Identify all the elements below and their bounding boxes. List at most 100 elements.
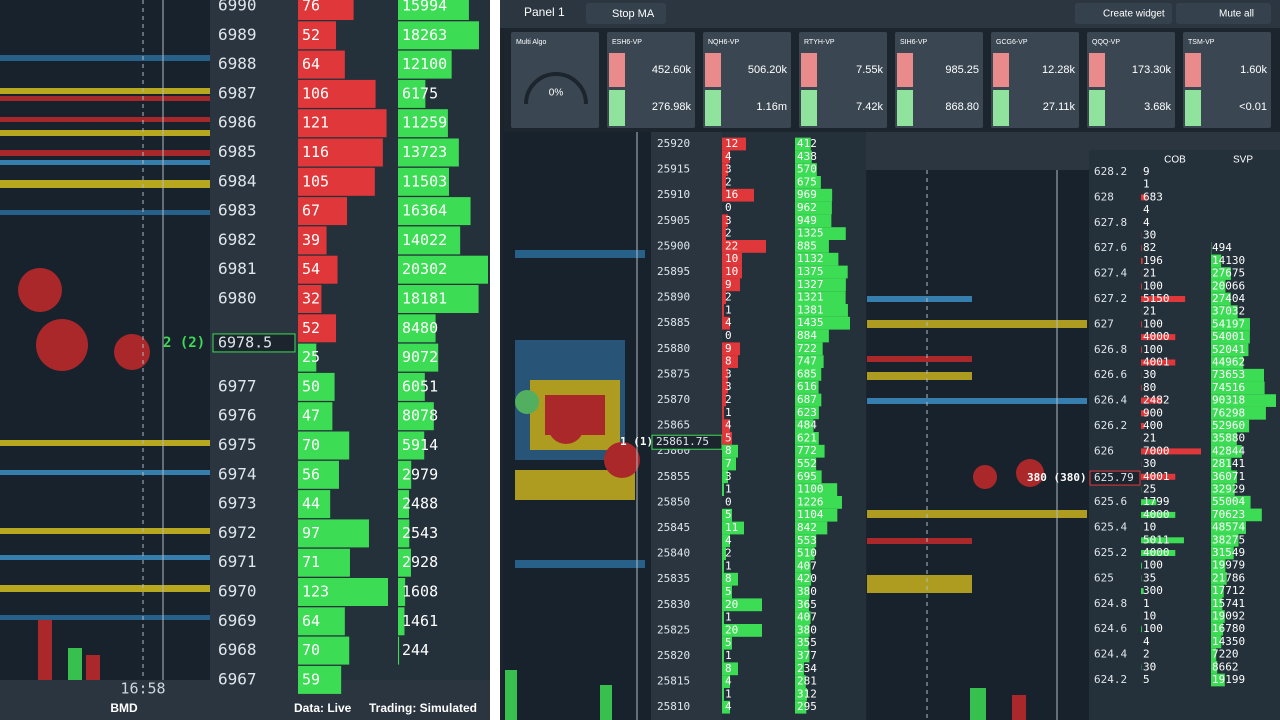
dom-volume: 312	[797, 687, 817, 700]
svp-bar	[1211, 572, 1227, 585]
cob-bar	[1141, 321, 1142, 328]
cob-label: 5	[1143, 673, 1150, 686]
dom-volume-bar	[795, 304, 848, 317]
widget[interactable]	[703, 32, 791, 128]
dom-size: 5	[725, 636, 732, 649]
chart-price: 626.2	[1094, 419, 1127, 432]
volume-bar	[398, 372, 425, 401]
price-label: 6989	[218, 25, 257, 44]
chart-area	[867, 170, 1089, 720]
svp-bar	[1211, 635, 1222, 649]
volume-bar	[398, 607, 405, 636]
dom-volume-bar	[795, 368, 822, 381]
volume-bar	[398, 431, 425, 460]
dom-size-bar	[722, 355, 738, 368]
cob-label: 100	[1143, 279, 1163, 292]
buy-bar	[298, 636, 350, 665]
mute-label[interactable]: Mute all	[1219, 9, 1254, 20]
dom-size: 3	[725, 380, 732, 393]
stop-label[interactable]: Stop MA	[612, 8, 655, 20]
svp-label: 35880	[1212, 432, 1245, 445]
svp-bar	[1211, 305, 1238, 319]
dom-size-bar	[722, 547, 726, 560]
buy-bar	[298, 519, 369, 548]
cob-label: 25	[1143, 483, 1156, 496]
price-label: 6970	[218, 582, 257, 601]
volume-label: 1461	[402, 612, 438, 630]
divider	[490, 0, 500, 720]
widget[interactable]	[1183, 32, 1271, 128]
cob-bar	[1141, 537, 1184, 544]
widget-top-bar	[897, 53, 913, 87]
cob-label: 4	[1143, 203, 1150, 216]
mute-button[interactable]	[1176, 3, 1271, 24]
dom-volume-bar	[795, 278, 846, 292]
volume-label: 11259	[402, 114, 447, 132]
cob-label: 900	[1143, 406, 1163, 419]
volume-label: 11503	[402, 172, 447, 190]
volume-label: 9072	[402, 348, 438, 366]
cob-bar	[1141, 511, 1176, 518]
svp-bar	[1211, 622, 1224, 636]
widget[interactable]	[799, 32, 887, 128]
cob-label: 4	[1143, 216, 1150, 229]
cob-label: 4	[1143, 635, 1150, 648]
dom-volume-bar	[795, 176, 821, 189]
dom-size: 10	[725, 265, 738, 278]
panel-title[interactable]: Panel 1	[524, 5, 565, 19]
sell-bar	[298, 285, 322, 313]
stop-button[interactable]	[586, 3, 666, 24]
dom-volume: 377	[797, 649, 817, 662]
sell-size: 76	[302, 0, 320, 15]
svp-label: 8662	[1212, 660, 1239, 673]
dom-heatmap-streaks	[505, 132, 645, 720]
volume-label: 14022	[402, 231, 447, 249]
buy-size: 59	[302, 670, 320, 688]
dom-volume-bar	[795, 457, 817, 471]
dom-size: 4	[725, 150, 732, 163]
price-label: 6982	[218, 230, 257, 249]
widget-title: QQQ-VP	[1092, 39, 1120, 46]
volume-bar	[398, 255, 488, 284]
create-label[interactable]: Create widget	[1103, 9, 1165, 20]
dom-size: 1	[725, 406, 732, 419]
price-label: 6967	[218, 669, 257, 688]
cob-bar	[1141, 410, 1149, 417]
sell-size: 52	[302, 26, 320, 44]
dom-volume: 962	[797, 201, 817, 214]
dom-volume: 675	[797, 175, 817, 188]
volume-bar	[398, 636, 400, 665]
widget-top-bar	[801, 53, 817, 87]
dom-size-bar	[722, 265, 742, 279]
svp-label: 36071	[1212, 470, 1245, 483]
dom-size: 10	[725, 252, 738, 265]
widget-bottom-bar	[993, 90, 1009, 126]
cob-label: 683	[1143, 190, 1163, 203]
volume-label: 15994	[402, 0, 447, 15]
svp-header: SVP	[1233, 155, 1253, 166]
dom-size-bar	[722, 457, 736, 471]
widget[interactable]	[895, 32, 983, 128]
widget[interactable]	[991, 32, 1079, 128]
dom-size-bar	[722, 585, 732, 599]
svp-bar	[1211, 584, 1224, 598]
widget[interactable]	[511, 32, 599, 128]
dom-volume: 949	[797, 214, 817, 227]
widget-top: 506.20k	[748, 64, 788, 76]
create-button[interactable]	[1075, 3, 1172, 24]
widget[interactable]	[607, 32, 695, 128]
buy-size: 44	[302, 495, 320, 513]
svp-bar	[1211, 660, 1218, 674]
sell-bar	[298, 197, 348, 226]
volume-bar	[398, 490, 410, 519]
cob-label: 4000	[1143, 546, 1170, 559]
buy-size: 25	[302, 348, 320, 366]
cob-bar	[1141, 473, 1176, 480]
widget[interactable]	[1087, 32, 1175, 128]
widget-bottom: 7.42k	[856, 101, 883, 113]
cob-label: 400	[1143, 419, 1163, 432]
dom-volume: 747	[797, 355, 817, 368]
chart-price: 625.6	[1094, 495, 1127, 508]
svp-label: 48574	[1212, 521, 1245, 534]
